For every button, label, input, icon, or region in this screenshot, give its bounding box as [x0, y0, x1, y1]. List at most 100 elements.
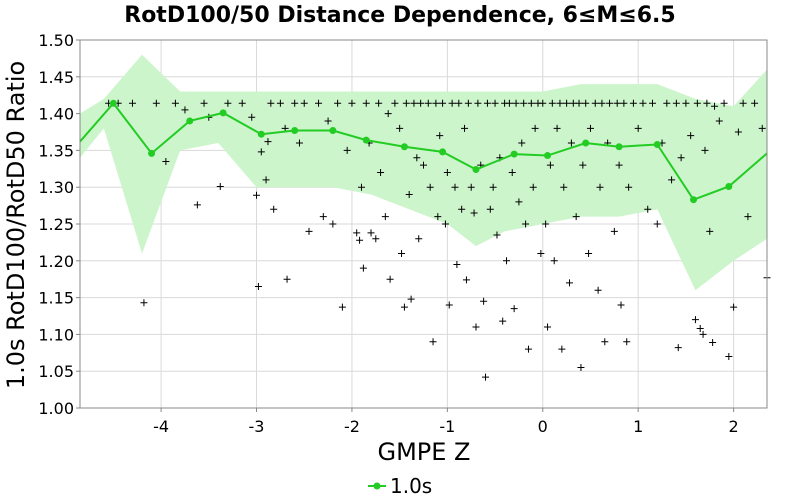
- scatter-point: [253, 191, 261, 199]
- scatter-point: [181, 106, 189, 114]
- scatter-point: [625, 183, 633, 191]
- scatter-point: [462, 276, 470, 284]
- confidence-band: [80, 54, 767, 291]
- scatter-point: [432, 99, 440, 107]
- scatter-point: [398, 249, 406, 257]
- scatter-point: [594, 286, 602, 294]
- scatter-point: [672, 99, 680, 107]
- scatter-point: [152, 99, 160, 107]
- scatter-point: [653, 220, 661, 228]
- x-axis-title: GMPE Z: [377, 438, 470, 466]
- scatter-point: [171, 99, 179, 107]
- scatter-point: [441, 220, 449, 228]
- scatter-point: [400, 303, 408, 311]
- series-point: [439, 148, 447, 156]
- scatter-point: [443, 168, 451, 176]
- scatter-point: [420, 161, 427, 169]
- scatter-point: [518, 139, 526, 147]
- scatter-point: [546, 161, 554, 169]
- scatter-point: [744, 213, 752, 221]
- scatter-point: [455, 99, 463, 107]
- scatter-point: [329, 220, 337, 228]
- scatter-point: [391, 99, 399, 107]
- scatter-point: [615, 161, 623, 169]
- y-axis-ticks: 1.00 1.05 1.10 1.15 1.20 1.25 1.30 1.35 1.40 1.45…: [38, 31, 80, 418]
- scatter-point: [362, 99, 370, 107]
- scatter-point: [434, 213, 442, 221]
- scatter-point: [405, 191, 413, 199]
- scatter-point: [200, 99, 208, 107]
- scatter-point: [338, 303, 346, 311]
- scatter-point: [193, 201, 201, 209]
- y-tick-label: 1.25: [38, 215, 74, 234]
- scatter-point: [448, 99, 456, 107]
- scatter-point: [567, 139, 575, 147]
- x-tick-label: -3: [249, 417, 265, 436]
- scatter-point: [410, 99, 418, 107]
- scatter-point: [620, 99, 628, 107]
- scatter-point: [572, 213, 580, 221]
- scatter-point: [606, 99, 614, 107]
- scatter-point: [334, 99, 342, 107]
- scatter-point: [617, 301, 625, 309]
- scatter-point: [598, 99, 606, 107]
- scatter-point: [424, 99, 432, 107]
- scatter-point: [128, 99, 136, 107]
- scatter-point: [510, 305, 518, 313]
- series-point: [400, 143, 408, 151]
- scatter-point: [582, 99, 590, 107]
- scatter-point: [482, 373, 490, 381]
- scatter-point: [451, 183, 459, 191]
- scatter-point: [687, 132, 695, 140]
- scatter-point: [483, 99, 491, 107]
- series-point: [615, 143, 623, 151]
- series-point: [186, 117, 194, 125]
- scatter-point: [270, 205, 278, 213]
- scatter-point: [359, 264, 367, 272]
- scatter-point: [575, 99, 583, 107]
- scatter-point: [629, 99, 637, 107]
- scatter-point: [291, 99, 299, 107]
- scatter-point: [693, 99, 701, 107]
- scatter-point: [140, 299, 148, 307]
- scatter-point: [257, 148, 265, 156]
- series-point: [725, 182, 733, 190]
- scatter-point: [372, 235, 380, 243]
- scatter-point: [734, 128, 742, 136]
- scatter-point: [512, 99, 520, 107]
- scatter-point: [264, 138, 272, 146]
- scatter-point: [486, 205, 494, 213]
- y-tick-label: 1.30: [38, 178, 74, 197]
- scatter-point: [254, 283, 262, 291]
- y-tick-label: 1.45: [38, 68, 74, 87]
- scatter-point: [663, 99, 671, 107]
- scatter-point: [348, 99, 356, 107]
- scatter-point: [319, 213, 327, 221]
- scatter-point: [470, 209, 478, 217]
- scatter-point: [577, 364, 585, 372]
- x-tick-label: -2: [344, 417, 360, 436]
- scatter-point: [739, 99, 747, 107]
- scatter-point: [639, 99, 647, 107]
- scatter-point: [563, 99, 571, 107]
- series-point: [291, 127, 299, 135]
- x-tick-label: 1: [633, 417, 643, 436]
- series-point: [510, 150, 518, 158]
- scatter-point: [396, 124, 404, 132]
- series-point: [472, 166, 480, 174]
- scatter-point: [522, 220, 530, 228]
- scatter-point: [529, 183, 537, 191]
- scatter-point: [691, 316, 699, 324]
- scatter-point: [491, 99, 499, 107]
- scatter-point: [649, 99, 656, 107]
- scatter-point: [493, 231, 501, 239]
- scatter-point: [703, 99, 711, 107]
- scatter-point: [458, 205, 466, 213]
- scatter-point: [701, 146, 709, 154]
- scatter-point: [472, 323, 480, 331]
- scatter-point: [415, 235, 423, 243]
- scatter-point: [386, 275, 394, 283]
- scatter-point: [610, 227, 618, 235]
- scatter-point: [426, 183, 434, 191]
